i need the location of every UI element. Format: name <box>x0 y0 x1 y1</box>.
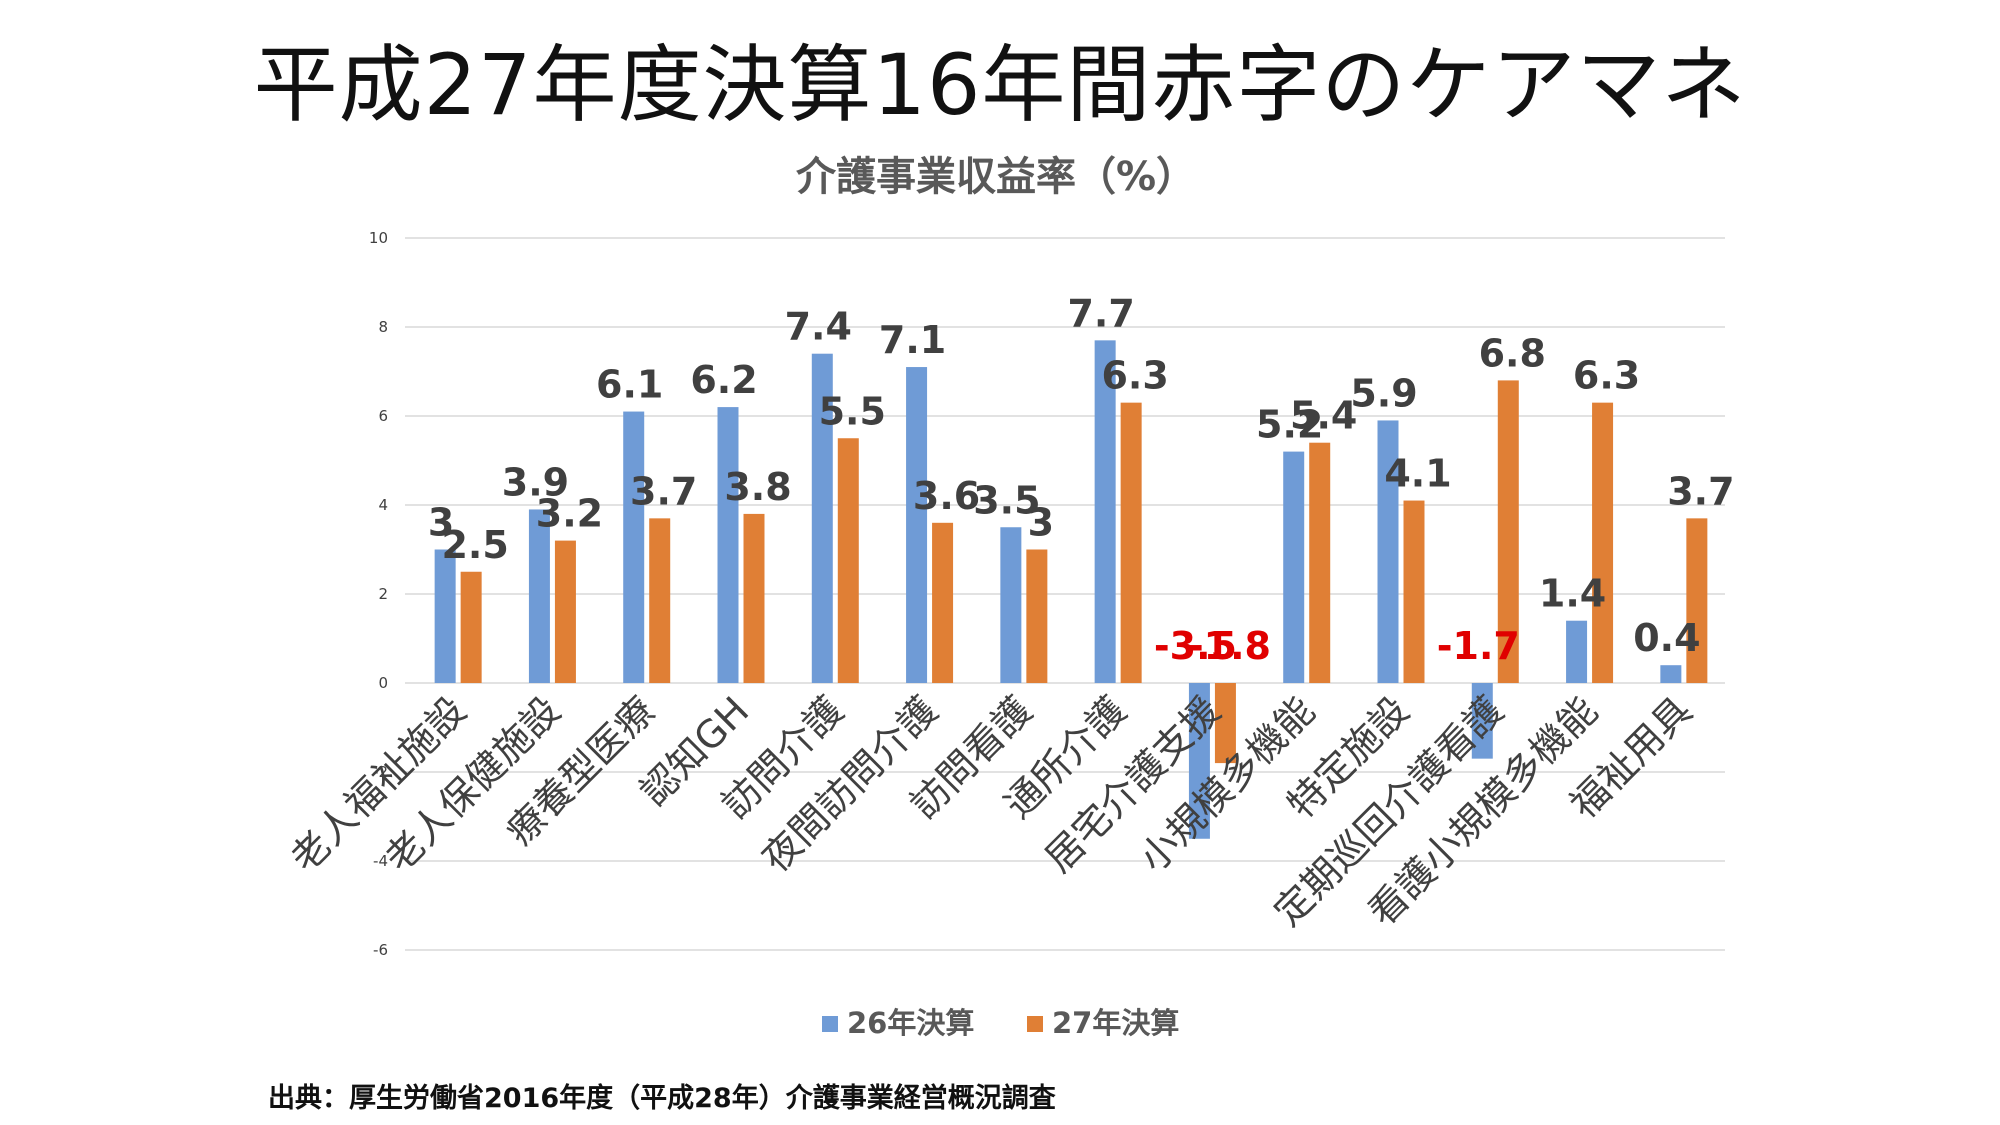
source-note: 出典：厚生労働省2016年度（平成28年）介護事業経営概況調査 <box>268 1083 1056 1114</box>
data-label: 2.5 <box>441 523 508 567</box>
bar-27 <box>1214 683 1236 764</box>
y-tick-label: 8 <box>378 318 388 336</box>
data-label: 3.6 <box>913 474 980 518</box>
bar-26 <box>623 411 645 683</box>
legend-swatch <box>822 1016 838 1032</box>
bar-26 <box>434 549 456 683</box>
data-label: 4.1 <box>1384 452 1451 496</box>
bars <box>434 340 1708 839</box>
bar-27 <box>837 438 859 683</box>
bar-26 <box>717 407 739 683</box>
data-label: 3.5 <box>973 478 1040 522</box>
bar-27 <box>460 571 482 683</box>
y-tick-label: 4 <box>378 496 388 514</box>
y-tick-label: 10 <box>369 229 388 247</box>
data-labels: 32.53.93.26.13.76.23.87.45.57.13.63.537.… <box>428 291 1735 668</box>
legend-swatch <box>1027 1016 1043 1032</box>
bar-26 <box>528 509 550 683</box>
bar-27 <box>1309 442 1331 683</box>
data-label: 6.2 <box>690 358 757 402</box>
data-label: 7.7 <box>1067 291 1134 335</box>
bar-26 <box>1283 451 1305 683</box>
legend-label: 27年決算 <box>1052 1006 1179 1040</box>
data-label: 3.8 <box>724 465 791 509</box>
bar-27 <box>1686 518 1708 683</box>
bar-26 <box>1188 683 1210 839</box>
bar-26 <box>1094 340 1116 683</box>
bar-26 <box>1566 620 1588 683</box>
legend: 26年決算 27年決算 <box>822 1006 1179 1040</box>
data-label: -1.8 <box>1188 624 1271 668</box>
bar-27 <box>554 540 576 683</box>
bar-26 <box>1377 420 1399 683</box>
bar-26 <box>811 353 833 683</box>
y-tick-label: -2 <box>373 763 388 781</box>
bar-26 <box>906 367 928 683</box>
data-label: 5.9 <box>1350 371 1417 415</box>
data-label: 3.7 <box>630 469 697 513</box>
data-label: 1.4 <box>1539 572 1606 616</box>
y-tick-label: -4 <box>373 852 388 870</box>
data-label: 3 <box>1028 501 1054 545</box>
bar-26 <box>1660 665 1682 683</box>
bar-27 <box>1403 500 1425 683</box>
data-label: 5.4 <box>1290 394 1357 438</box>
bar-27 <box>743 513 765 683</box>
legend-label: 26年決算 <box>847 1006 974 1040</box>
data-label: 7.1 <box>879 318 946 362</box>
data-label: 6.8 <box>1479 331 1546 375</box>
y-tick-label: -6 <box>373 941 388 959</box>
y-tick-label: 6 <box>378 407 388 425</box>
bar-27 <box>1120 402 1142 683</box>
data-label: 0.4 <box>1633 616 1700 660</box>
slide-title: 平成27年度決算16年間赤字のケアマネ <box>253 36 1747 134</box>
bar-27 <box>1026 549 1048 683</box>
data-label: 6.3 <box>1573 354 1640 398</box>
chart-title: 介護事業収益率（%） <box>796 154 1196 200</box>
data-label: 3 <box>428 501 454 545</box>
data-label: -1.7 <box>1437 624 1520 668</box>
category-labels: 老人福祉施設老人保健施設療養型医療認知GH訪問介護夜間訪問介護訪問看護通所介護居… <box>282 688 1700 934</box>
y-tick-label: 2 <box>378 585 388 603</box>
bar-26 <box>1000 527 1022 683</box>
bar-27 <box>1592 402 1614 683</box>
data-label: 3.9 <box>502 460 569 504</box>
bar-27 <box>1497 380 1519 683</box>
data-label: 5.2 <box>1256 403 1323 447</box>
data-label: 7.4 <box>785 305 852 349</box>
data-label: -3.5 <box>1154 624 1237 668</box>
data-label: 6.1 <box>596 363 663 407</box>
data-label: 3.2 <box>536 492 603 536</box>
bar-27 <box>649 518 671 683</box>
bar-27 <box>932 522 954 683</box>
bar-26 <box>1471 683 1493 759</box>
data-label: 6.3 <box>1101 354 1168 398</box>
data-label: 3.7 <box>1667 469 1734 513</box>
data-label: 5.5 <box>819 389 886 433</box>
y-tick-label: 0 <box>378 674 388 692</box>
